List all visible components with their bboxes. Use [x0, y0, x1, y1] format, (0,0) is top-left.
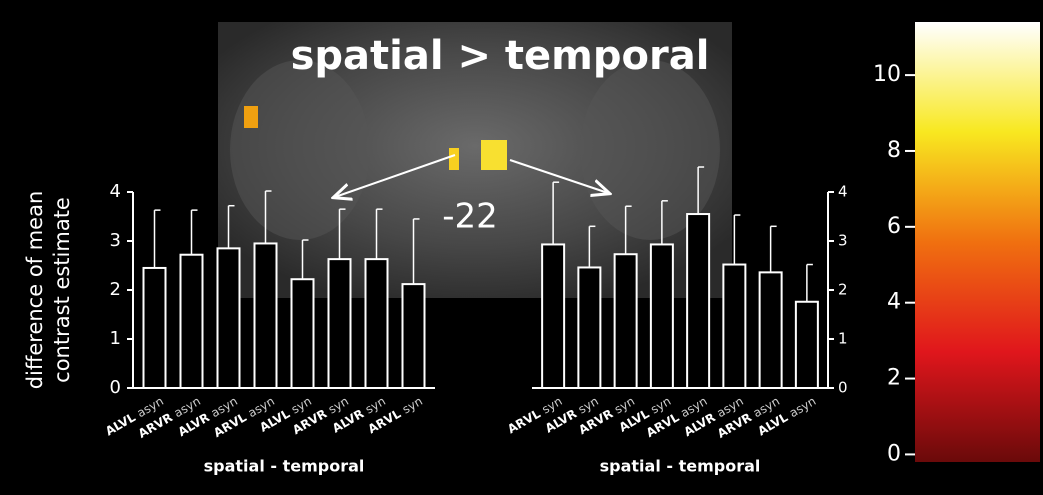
bar	[366, 259, 388, 388]
bar	[615, 254, 637, 388]
bar	[760, 272, 782, 388]
y-tick-label: 1	[838, 330, 848, 348]
x-axis-label: spatial - temporal	[600, 457, 761, 476]
bar	[292, 279, 314, 388]
colorbar-tick-label: 8	[887, 138, 901, 163]
colorbar-tick-label: 10	[873, 62, 901, 87]
y-tick-label: 4	[110, 181, 121, 202]
image-title: spatial > temporal	[291, 33, 710, 79]
brain-tissue	[230, 60, 370, 240]
y-tick-label: 3	[110, 230, 121, 251]
bar	[723, 265, 745, 388]
y-tick-label: 3	[838, 232, 848, 250]
figure: spatial > temporal -22 0 1 2 3 4 difference o…	[0, 0, 1043, 495]
page: {"brain_image": {"title": "spatial > tem…	[0, 0, 1043, 495]
y-axis-label: difference of mean	[23, 191, 47, 390]
bar	[687, 214, 709, 388]
bar	[651, 244, 673, 388]
y-axis-label: contrast estimate	[50, 197, 74, 383]
activation-blob	[481, 140, 507, 170]
colorbar-tick-label: 4	[887, 290, 901, 315]
activation-blob	[244, 106, 258, 128]
bar	[796, 302, 818, 388]
y-tick-label: 4	[838, 183, 848, 201]
colorbar-tick-label: 0	[887, 441, 901, 466]
colorbar-tick-label: 6	[887, 214, 901, 239]
slice-annotation: -22	[442, 197, 498, 237]
y-tick-label: 0	[838, 379, 848, 397]
y-tick-label: 0	[110, 377, 121, 398]
activation-blob	[449, 148, 459, 170]
bar	[218, 248, 240, 388]
colorbar	[915, 22, 1040, 462]
bar	[144, 268, 166, 388]
x-axis-label: spatial - temporal	[204, 457, 365, 476]
bar	[329, 259, 351, 388]
bar	[578, 267, 600, 388]
y-tick-label: 1	[110, 328, 121, 349]
bar	[403, 284, 425, 388]
brain-tissue	[580, 60, 720, 240]
y-tick-label: 2	[110, 279, 121, 300]
colorbar-tick-label: 2	[887, 366, 901, 391]
y-tick-label: 2	[838, 281, 848, 299]
bar	[255, 243, 277, 388]
bar	[181, 255, 203, 388]
bar	[542, 244, 564, 388]
